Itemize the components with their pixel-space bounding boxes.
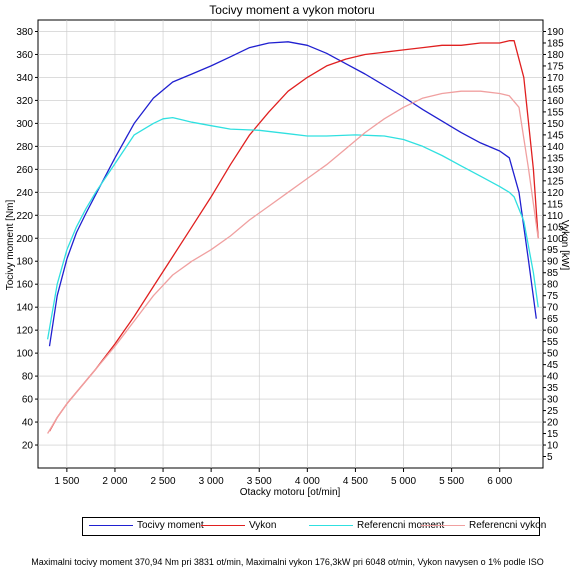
y-tick-label: 300 — [16, 119, 33, 130]
y2-tick-label: 5 — [547, 452, 553, 463]
series-line-torque — [48, 41, 537, 347]
y2-tick-label: 40 — [547, 372, 559, 383]
y2-tick-label: 15 — [547, 429, 559, 440]
series-lines — [46, 40, 539, 434]
y2-tick-label: 25 — [547, 406, 559, 417]
legend-swatch — [421, 525, 465, 526]
legend-item-torque: Tocivy moment — [89, 520, 204, 531]
y-tick-label: 380 — [16, 27, 33, 38]
chart-footer-note: Maximalni tocivy moment 370,94 Nm pri 38… — [31, 557, 544, 567]
torque-power-chart: Tocivy moment a vykon motoru 20 40 60 80 100… — [5, 3, 570, 498]
y-tick-label: 100 — [16, 349, 33, 360]
legend-label: Referencni moment — [357, 520, 445, 531]
y2-tick-label: 185 — [547, 38, 564, 49]
y2-tick-label: 175 — [547, 61, 564, 72]
legend-label: Vykon — [249, 520, 277, 531]
y2-tick-label: 145 — [547, 130, 564, 141]
y-tick-label: 320 — [16, 96, 33, 107]
legend-item-power: Vykon — [201, 520, 276, 531]
y-tick-label: 80 — [22, 372, 34, 383]
x-tick-label: 2 500 — [151, 476, 176, 487]
legend-swatch — [309, 525, 353, 526]
y2-tick-label: 130 — [547, 165, 564, 176]
y-tick-label: 160 — [16, 280, 33, 291]
y-tick-label: 200 — [16, 234, 33, 245]
legend: Tocivy moment Vykon Referencni moment Re… — [82, 517, 546, 536]
y2-tick-label: 90 — [547, 257, 559, 268]
legend-label: Tocivy moment — [137, 520, 204, 531]
legend-item-ref-power: Referencni vykon — [421, 520, 546, 531]
y2-axis-label: Vykon [kW] — [559, 220, 570, 270]
x-tick-label: 1 500 — [54, 476, 79, 487]
y2-tick-label: 140 — [547, 142, 564, 153]
y-tick-label: 60 — [22, 395, 34, 406]
y2-tick-label: 70 — [547, 303, 559, 314]
y2-tick-label: 35 — [547, 383, 559, 394]
x-tick-label: 4 500 — [343, 476, 368, 487]
y2-tick-label: 170 — [547, 73, 564, 84]
legend-swatch — [89, 525, 133, 526]
x-tick-label: 5 000 — [391, 476, 416, 487]
y-tick-label: 280 — [16, 142, 33, 153]
y2-tick-label: 100 — [547, 234, 564, 245]
y2-tick-label: 20 — [547, 418, 559, 429]
plot-area — [37, 19, 544, 469]
y2-tick-label: 30 — [547, 395, 559, 406]
series-line-ref-power — [47, 90, 539, 434]
y2-tick-label: 160 — [547, 96, 564, 107]
y2-tick-label: 155 — [547, 107, 564, 118]
y2-tick-label: 110 — [547, 211, 563, 222]
chart-title: Tocivy moment a vykon motoru — [209, 3, 374, 17]
x-tick-label: 5 500 — [439, 476, 464, 487]
y-tick-label: 340 — [16, 73, 33, 84]
series-line-ref-torque — [46, 116, 539, 340]
y2-tick-label: 60 — [547, 326, 559, 337]
x-tick-label: 6 000 — [487, 476, 512, 487]
y2-tick-label: 75 — [547, 291, 559, 302]
y2-tick-label: 55 — [547, 337, 559, 348]
grid — [38, 20, 543, 468]
y2-tick-label: 165 — [547, 84, 564, 95]
y2-tick-label: 85 — [547, 268, 559, 279]
y2-tick-label: 180 — [547, 50, 564, 61]
y2-tick-label: 10 — [547, 441, 559, 452]
y-tick-label: 220 — [16, 211, 33, 222]
x-tick-label: 3 500 — [247, 476, 272, 487]
y2-tick-label: 150 — [547, 119, 564, 130]
y-tick-label: 260 — [16, 165, 33, 176]
y-tick-label: 20 — [22, 441, 34, 452]
y2-tick-label: 65 — [547, 314, 559, 325]
x-tick-label: 4 000 — [295, 476, 320, 487]
x-tick-label: 3 000 — [199, 476, 224, 487]
y-tick-label: 40 — [22, 418, 34, 429]
y-tick-label: 180 — [16, 257, 33, 268]
legend-item-ref-torque: Referencni moment — [309, 520, 444, 531]
axes: 20 40 60 80 100 120 140 160 180 200 220 240 260 280 30… — [16, 27, 564, 487]
y2-tick-label: 80 — [547, 280, 559, 291]
y2-tick-label: 105 — [547, 222, 564, 233]
y2-tick-label: 190 — [547, 27, 564, 38]
y2-tick-label: 120 — [547, 188, 564, 199]
y-tick-label: 240 — [16, 188, 33, 199]
y2-tick-label: 95 — [547, 245, 559, 256]
y-tick-label: 120 — [16, 326, 33, 337]
x-tick-label: 2 000 — [102, 476, 127, 487]
y2-tick-label: 50 — [547, 349, 559, 360]
legend-swatch — [201, 525, 245, 526]
y2-tick-label: 115 — [547, 199, 563, 210]
y-tick-label: 360 — [16, 50, 33, 61]
legend-label: Referencni vykon — [469, 520, 547, 531]
y2-tick-label: 125 — [547, 176, 564, 187]
y2-tick-label: 135 — [547, 153, 564, 164]
y2-tick-label: 45 — [547, 360, 559, 371]
y-tick-label: 140 — [16, 303, 33, 314]
x-axis-label: Otacky motoru [ot/min] — [240, 487, 341, 498]
y-axis-label: Tocivy moment [Nm] — [5, 199, 16, 290]
